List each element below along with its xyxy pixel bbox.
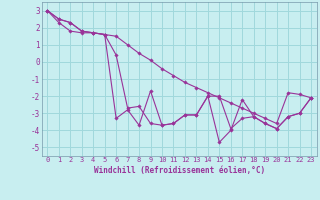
X-axis label: Windchill (Refroidissement éolien,°C): Windchill (Refroidissement éolien,°C) bbox=[94, 166, 265, 175]
